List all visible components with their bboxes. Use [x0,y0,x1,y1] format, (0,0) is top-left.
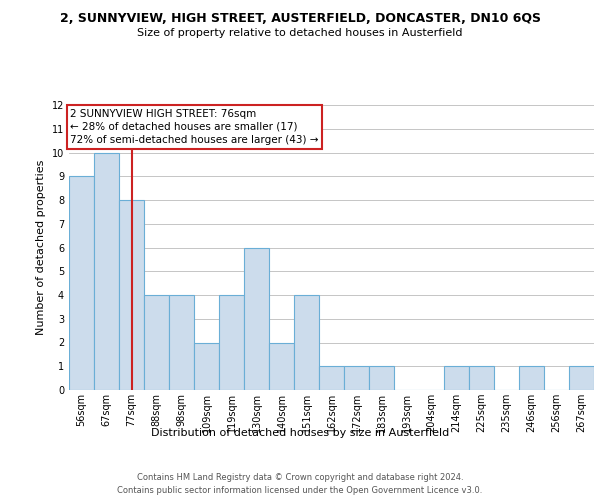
Bar [144,295,169,390]
Bar [519,366,544,390]
Text: Size of property relative to detached houses in Austerfield: Size of property relative to detached ho… [137,28,463,38]
Bar [244,248,269,390]
Bar [69,176,94,390]
Bar [219,295,244,390]
Bar [319,366,344,390]
Bar [294,295,319,390]
Text: 2 SUNNYVIEW HIGH STREET: 76sqm
← 28% of detached houses are smaller (17)
72% of : 2 SUNNYVIEW HIGH STREET: 76sqm ← 28% of … [70,108,319,145]
Bar [444,366,469,390]
Bar [569,366,594,390]
Text: Distribution of detached houses by size in Austerfield: Distribution of detached houses by size … [151,428,449,438]
Y-axis label: Number of detached properties: Number of detached properties [36,160,46,335]
Bar [94,152,119,390]
Bar [169,295,194,390]
Text: Contains public sector information licensed under the Open Government Licence v3: Contains public sector information licen… [118,486,482,495]
Bar [469,366,494,390]
Bar [344,366,369,390]
Bar [194,342,219,390]
Bar [119,200,144,390]
Bar [369,366,394,390]
Bar [269,342,294,390]
Text: Contains HM Land Registry data © Crown copyright and database right 2024.: Contains HM Land Registry data © Crown c… [137,472,463,482]
Text: 2, SUNNYVIEW, HIGH STREET, AUSTERFIELD, DONCASTER, DN10 6QS: 2, SUNNYVIEW, HIGH STREET, AUSTERFIELD, … [59,12,541,26]
